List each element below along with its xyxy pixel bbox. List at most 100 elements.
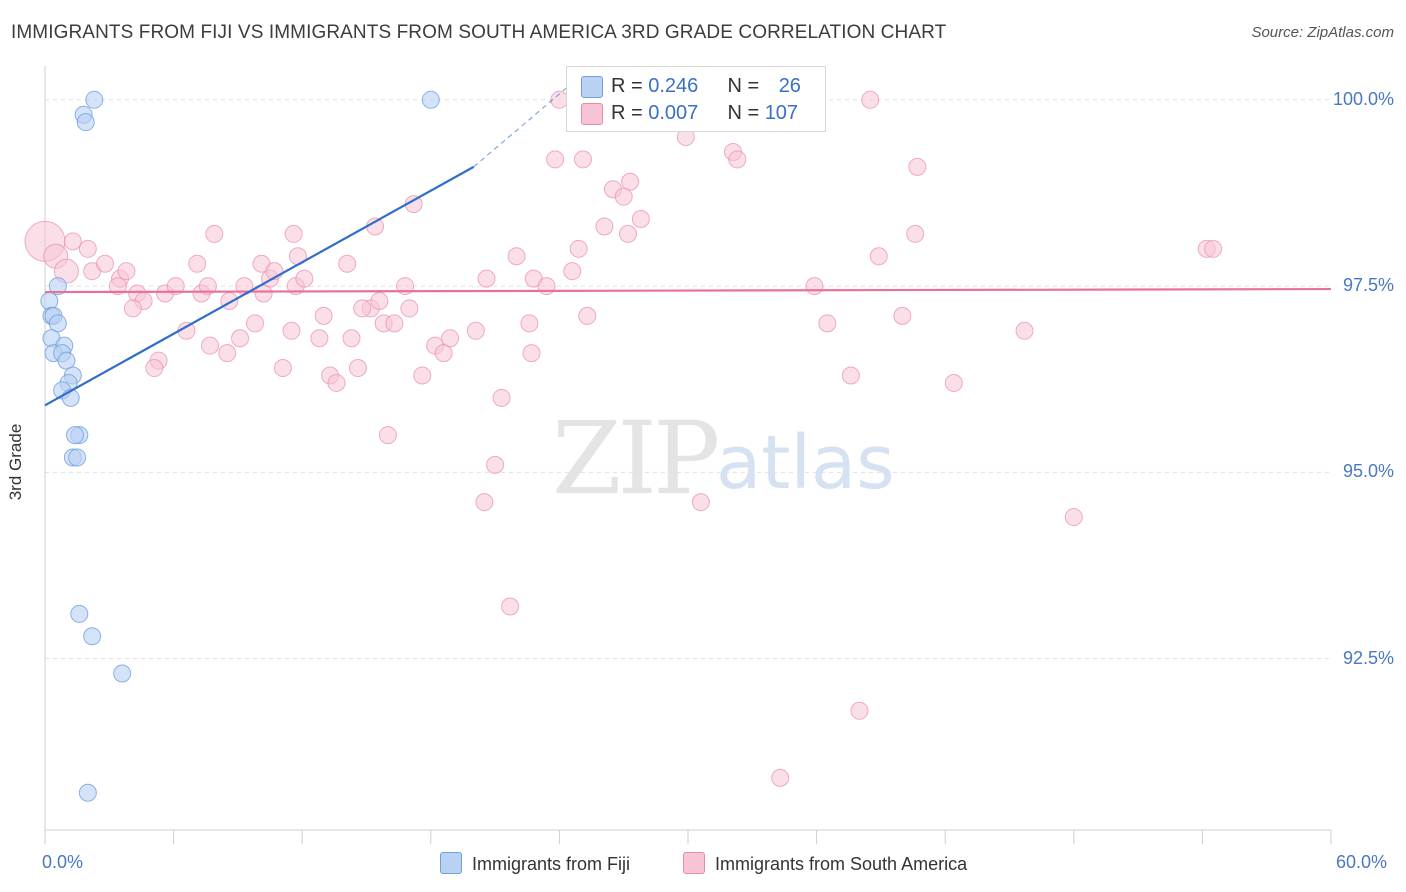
data-point-south-america <box>188 254 207 273</box>
data-point-south-america <box>218 344 237 363</box>
data-point-south-america <box>520 314 539 333</box>
data-point-south-america <box>691 493 710 512</box>
data-point-south-america <box>441 329 460 348</box>
data-point-south-america <box>413 366 432 385</box>
data-point-south-america <box>145 359 164 378</box>
data-point-south-america <box>96 254 115 273</box>
data-point-south-america <box>338 254 357 273</box>
data-point-south-america <box>353 299 372 318</box>
y-tick-label: 97.5% <box>1342 275 1394 296</box>
data-point-south-america <box>63 232 82 251</box>
legend-r-label: R = <box>611 102 649 124</box>
data-point-south-america <box>342 329 361 348</box>
data-point-south-america <box>78 239 97 258</box>
data-point-fiji <box>78 783 97 802</box>
chart-title: IMMIGRANTS FROM FIJI VS IMMIGRANTS FROM … <box>11 22 947 43</box>
data-point-south-america <box>944 373 963 392</box>
x-tick-label-max: 60.0% <box>1336 852 1388 872</box>
data-point-south-america <box>618 224 637 243</box>
data-point-fiji <box>68 448 87 467</box>
data-point-south-america <box>771 768 790 787</box>
data-point-south-america <box>434 344 453 363</box>
trend-line-south-america <box>44 287 1332 294</box>
data-point-south-america <box>1064 508 1083 527</box>
source-label: Source: ZipAtlas.com <box>1251 24 1394 41</box>
data-point-south-america <box>569 239 588 258</box>
data-point-south-america <box>486 455 505 474</box>
data-point-south-america <box>198 277 217 296</box>
y-tick-label: 100.0% <box>1332 88 1394 109</box>
data-point-south-america <box>475 493 494 512</box>
data-point-south-america <box>631 210 650 229</box>
legend-r-value-fiji: 0.246 <box>648 75 699 97</box>
data-point-south-america <box>805 277 824 296</box>
data-point-south-america <box>348 359 367 378</box>
data-point-south-america <box>284 224 303 243</box>
data-point-fiji <box>76 113 95 132</box>
data-point-south-america <box>537 277 556 296</box>
data-point-south-america <box>1015 321 1034 340</box>
data-point-south-america <box>578 306 597 325</box>
data-point-south-america <box>246 314 265 333</box>
data-point-south-america <box>385 314 404 333</box>
data-point-fiji <box>57 351 76 370</box>
data-point-fiji <box>421 90 440 109</box>
data-point-south-america <box>282 321 301 340</box>
legend-swatch-fiji <box>581 76 603 98</box>
legend-swatch-sa <box>683 852 705 874</box>
data-point-south-america <box>400 299 419 318</box>
watermark-atlas: atlas <box>716 420 895 506</box>
data-point-south-america <box>906 224 925 243</box>
data-point-south-america <box>850 701 869 720</box>
data-point-south-america <box>546 150 565 169</box>
legend-r-value-sa: 0.007 <box>648 102 699 124</box>
watermark-zip: ZIP <box>552 400 720 517</box>
data-point-south-america <box>123 299 142 318</box>
data-point-fiji <box>66 426 85 445</box>
data-point-south-america <box>108 277 127 296</box>
data-point-south-america <box>595 217 614 236</box>
data-point-south-america <box>378 426 397 445</box>
trend-line-fiji <box>44 165 475 407</box>
data-point-south-america <box>370 291 389 310</box>
data-point-fiji <box>70 604 89 623</box>
data-point-south-america <box>818 314 837 333</box>
correlation-legend: R = 0.246 N = 26 R = 0.007 N = 107 <box>566 66 826 132</box>
legend-item-sa: Immigrants from South America <box>683 852 967 875</box>
data-point-south-america <box>507 247 526 266</box>
data-point-south-america <box>314 306 333 325</box>
legend-swatch-fiji <box>440 852 462 874</box>
data-point-south-america <box>522 344 541 363</box>
data-point-south-america <box>310 329 329 348</box>
data-point-south-america <box>563 262 582 281</box>
data-point-south-america <box>327 373 346 392</box>
data-point-fiji <box>48 277 67 296</box>
legend-n-value-sa: 107 <box>764 102 799 124</box>
data-point-south-america <box>501 597 520 616</box>
data-point-south-america <box>231 329 250 348</box>
data-point-south-america <box>1204 239 1223 258</box>
legend-n-label: N = <box>727 102 765 124</box>
legend-n-value-fiji: 26 <box>778 75 801 97</box>
data-point-south-america <box>295 269 314 288</box>
legend-swatch-sa <box>581 103 603 125</box>
data-point-fiji <box>83 627 102 646</box>
data-point-south-america <box>466 321 485 340</box>
data-point-south-america <box>492 388 511 407</box>
legend-n-label: N = <box>727 75 765 97</box>
legend-r-label: R = <box>611 75 649 97</box>
data-point-south-america <box>614 187 633 206</box>
data-point-south-america <box>477 269 496 288</box>
data-point-south-america <box>53 258 79 284</box>
data-point-south-america <box>117 262 136 281</box>
y-tick-label: 92.5% <box>1342 647 1394 668</box>
data-point-fiji <box>113 664 132 683</box>
data-point-south-america <box>861 90 880 109</box>
trend-line-fiji-extension <box>473 84 571 168</box>
data-point-south-america <box>908 157 927 176</box>
data-point-fiji <box>48 314 67 333</box>
data-point-south-america <box>273 359 292 378</box>
data-point-south-america <box>166 277 185 296</box>
legend-label-fiji: Immigrants from Fiji <box>472 854 631 874</box>
